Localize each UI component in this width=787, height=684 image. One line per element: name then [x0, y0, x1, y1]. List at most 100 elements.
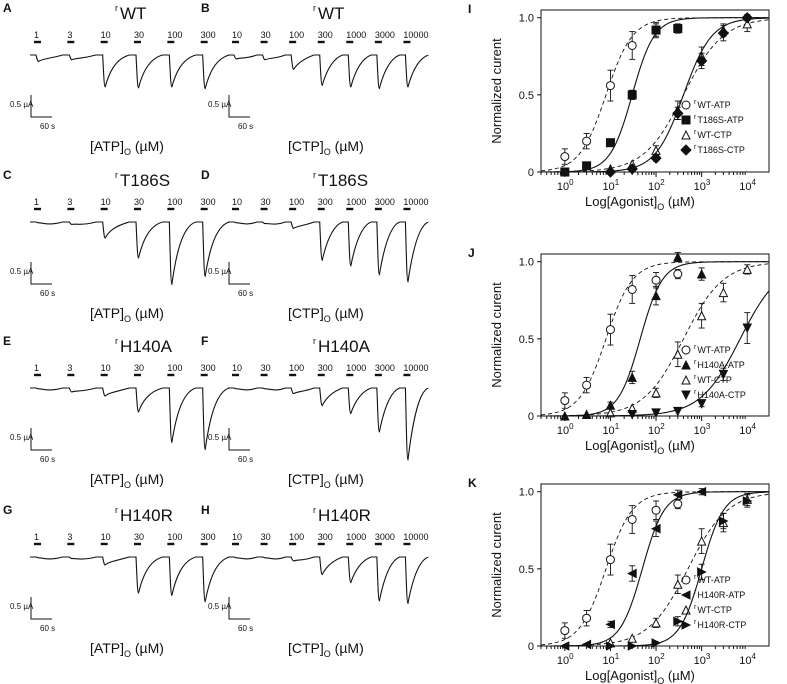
y-tick-label: 0 [528, 641, 534, 653]
legend-label: rH140R-ATP [694, 589, 745, 600]
data-point [718, 287, 729, 298]
y-tick-label: 0.5 [519, 334, 534, 346]
concentration-label: 30 [261, 363, 271, 373]
receptor-title: r H140A [115, 336, 173, 356]
legend-label: rWT-CTP [694, 604, 732, 615]
dose-response-panel-j: J 0 0.5 1.0 100 101 102 103 104 Normalized curent… [468, 246, 770, 456]
scale-bar [228, 95, 250, 118]
data-point [627, 568, 637, 579]
concentration-label: 10 [232, 197, 242, 207]
scale-current-label: 0.5 µA [208, 602, 232, 611]
data-point [673, 269, 683, 279]
fit-curve [541, 19, 770, 173]
series-h140a-atp: rH140A-ATP [541, 251, 769, 421]
data-point [650, 523, 661, 534]
panel-letter: A [3, 1, 12, 15]
current-trace [30, 556, 230, 603]
data-point [651, 275, 661, 285]
concentration-label: 1000 [346, 30, 366, 40]
concentration-label: 30 [134, 363, 144, 373]
concentration-label: 300 [318, 532, 333, 542]
legend-label: rWT-ATP [694, 99, 731, 110]
data-point [696, 268, 707, 279]
data-point [672, 349, 683, 359]
data-point [651, 617, 661, 628]
legend-marker [680, 144, 692, 156]
data-point [672, 406, 683, 417]
data-point [673, 24, 683, 34]
data-point [718, 369, 729, 380]
x-tick-label: 101 [602, 422, 619, 437]
data-point [604, 166, 617, 178]
panel-letter: I [468, 2, 471, 16]
scale-current-label: 0.5 µA [10, 433, 34, 442]
data-point [582, 161, 592, 171]
x-tick-label: 101 [602, 652, 619, 667]
legend-label: rH140A-CTP [694, 389, 746, 400]
concentration-label: 10000 [403, 532, 428, 542]
concentration-label: 300 [318, 197, 333, 207]
agonist-axis-label: [CTP]O (µM) [288, 640, 364, 659]
y-tick-label: 1.0 [519, 13, 534, 25]
concentration-label: 100 [167, 197, 182, 207]
concentration-label: 1 [34, 197, 39, 207]
x-tick-label: 102 [648, 178, 665, 193]
data-point [582, 613, 592, 623]
data-point [741, 12, 753, 24]
concentration-label: 1000 [346, 532, 366, 542]
data-point [627, 514, 637, 524]
data-point [742, 496, 753, 506]
data-point [560, 396, 570, 406]
data-point [651, 408, 661, 419]
legend-label: rT186S-ATP [694, 114, 744, 125]
receptor-title: r H140R [313, 505, 371, 525]
concentration-label: 3 [67, 197, 72, 207]
concentration-label: 300 [318, 30, 333, 40]
concentration-label: 100 [167, 532, 182, 542]
data-point [605, 325, 615, 335]
data-point [696, 535, 707, 546]
concentration-label: 10 [101, 197, 111, 207]
concentration-label: 10000 [403, 30, 428, 40]
receptor-title: r T186S [115, 170, 170, 190]
y-tick-label: 0 [528, 167, 534, 179]
x-tick-label: 102 [648, 422, 665, 437]
panel-letter: C [3, 168, 12, 182]
data-point [605, 641, 616, 651]
legend-marker [681, 575, 691, 585]
plot-frame [540, 9, 770, 173]
x-axis-label: Log[Agonist]O (µM) [585, 438, 695, 456]
concentration-label: 10 [101, 30, 111, 40]
concentration-label: 1000 [346, 197, 366, 207]
legend-label: rT186S-CTP [694, 144, 745, 155]
scale-bar [30, 428, 52, 451]
concentration-label: 100 [289, 363, 304, 373]
data-point [582, 380, 592, 390]
scale-time-label: 60 s [40, 122, 55, 131]
legend-label: rH140R-CTP [694, 619, 746, 630]
legend-marker [681, 115, 691, 125]
data-point [742, 323, 753, 334]
data-point [605, 407, 616, 418]
receptor-title: r H140R [115, 505, 173, 525]
scale-bar [30, 95, 52, 118]
scale-bar [228, 262, 250, 285]
dose-response-panel-i: I 0 0.5 1.0 100 101 102 103 104 Normalized curent… [468, 2, 770, 212]
panel-letter: B [201, 1, 210, 15]
x-tick-label: 104 [739, 652, 756, 667]
data-point [605, 138, 615, 148]
data-point [627, 633, 638, 643]
data-point [696, 486, 707, 497]
concentration-label: 10 [232, 532, 242, 542]
scale-current-label: 0.5 µA [208, 267, 232, 276]
y-tick-label: 1.0 [519, 487, 534, 499]
receptor-title: r H140A [313, 336, 371, 356]
scale-time-label: 60 s [238, 455, 253, 464]
agonist-axis-label: [CTP]O (µM) [288, 305, 364, 324]
